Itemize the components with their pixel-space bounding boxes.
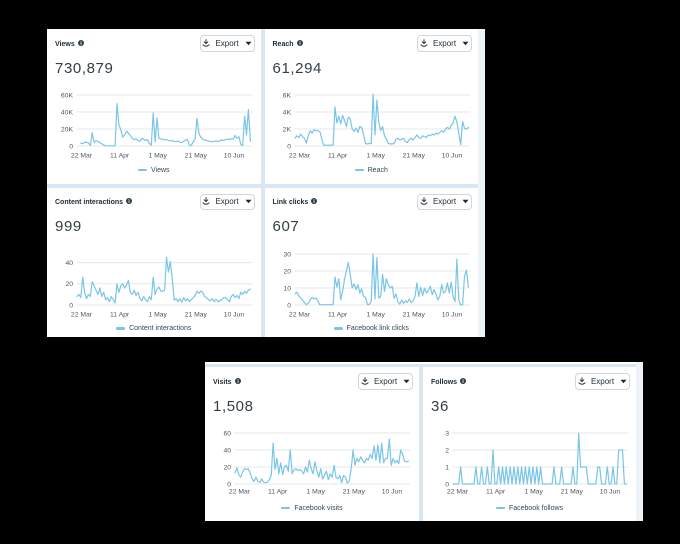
svg-text:11 Apr: 11 Apr [110,153,130,160]
svg-text:20: 20 [283,268,291,275]
svg-text:22 Mar: 22 Mar [447,489,469,496]
svg-text:10 Jun: 10 Jun [441,153,462,160]
svg-text:10 Jun: 10 Jun [600,489,621,496]
svg-text:10 Jun: 10 Jun [441,311,462,318]
svg-text:40: 40 [65,259,73,266]
svg-text:1 May: 1 May [524,489,543,496]
svg-text:21 May: 21 May [402,311,425,318]
svg-text:0: 0 [69,302,73,309]
svg-text:0: 0 [445,481,449,488]
svg-text:40K: 40K [61,109,74,116]
svg-text:0: 0 [287,302,291,309]
svg-text:11 Apr: 11 Apr [110,311,130,318]
svg-text:21 May: 21 May [343,489,366,496]
svg-text:1: 1 [445,464,449,471]
svg-text:1 May: 1 May [306,489,325,496]
svg-text:21 May: 21 May [402,153,425,160]
svg-text:3: 3 [445,430,449,437]
svg-text:2K: 2K [282,126,291,133]
svg-text:60: 60 [223,430,231,437]
svg-text:20K: 20K [61,126,74,133]
svg-text:1 May: 1 May [148,153,167,160]
svg-text:20: 20 [65,281,73,288]
svg-text:20: 20 [223,464,231,471]
svg-text:1 May: 1 May [366,153,385,160]
svg-text:60K: 60K [61,92,74,99]
svg-text:0: 0 [287,143,291,150]
svg-text:6K: 6K [282,92,291,99]
svg-text:11 Apr: 11 Apr [486,489,506,496]
svg-text:10 Jun: 10 Jun [382,489,403,496]
svg-text:1 May: 1 May [366,311,385,318]
svg-text:11 Apr: 11 Apr [268,489,288,496]
svg-text:10: 10 [283,285,291,292]
svg-text:22 Mar: 22 Mar [71,311,93,318]
svg-text:22 Mar: 22 Mar [229,489,251,496]
svg-text:22 Mar: 22 Mar [288,153,310,160]
svg-text:22 Mar: 22 Mar [71,153,93,160]
svg-text:21 May: 21 May [561,489,584,496]
svg-text:0: 0 [69,143,73,150]
svg-text:4K: 4K [282,109,291,116]
svg-text:21 May: 21 May [185,311,208,318]
svg-text:10 Jun: 10 Jun [224,311,245,318]
svg-text:30: 30 [283,251,291,258]
svg-text:21 May: 21 May [185,153,208,160]
svg-text:11 Apr: 11 Apr [328,153,348,160]
svg-text:22 Mar: 22 Mar [288,311,310,318]
svg-text:2: 2 [445,447,449,454]
svg-text:10 Jun: 10 Jun [224,153,245,160]
svg-text:11 Apr: 11 Apr [328,311,348,318]
svg-text:1 May: 1 May [148,311,167,318]
svg-text:40: 40 [223,447,231,454]
svg-text:0: 0 [227,481,231,488]
